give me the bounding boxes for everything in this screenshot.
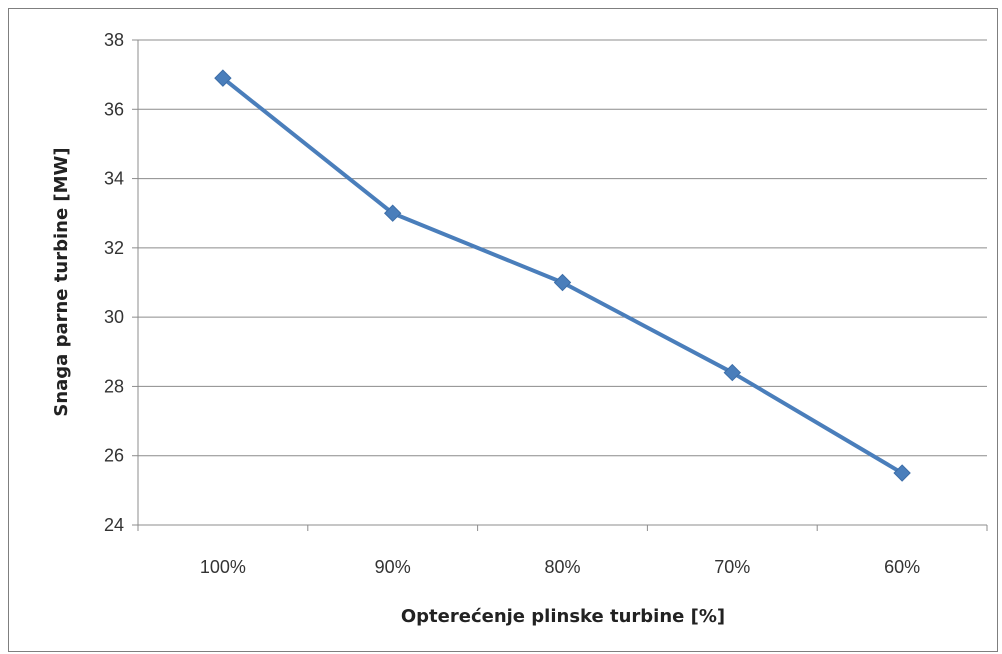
x-tick-label: 90%	[375, 557, 411, 577]
y-tick-label: 24	[104, 515, 124, 535]
x-axis-title: Opterećenje plinske turbine [%]	[401, 606, 725, 627]
gridlines	[138, 39, 987, 457]
data-point	[553, 273, 572, 292]
x-tick-label: 60%	[884, 557, 920, 577]
y-tick-label: 38	[104, 30, 124, 50]
axes	[132, 39, 988, 531]
y-tick-label: 28	[104, 376, 124, 396]
data-point	[383, 204, 402, 222]
y-tick-labels: 24 26 28 30 32 34 36 38	[104, 30, 124, 535]
x-tick-label: 70%	[714, 557, 750, 577]
y-tick-label: 26	[104, 446, 124, 466]
data-point	[214, 69, 232, 87]
data-point	[723, 363, 742, 382]
x-tick-labels: 100% 90% 80% 70% 60%	[200, 557, 920, 577]
y-axis-title: Snaga parne turbine [MW]	[51, 147, 72, 416]
y-tick-label: 36	[104, 99, 124, 119]
data-point	[893, 464, 911, 482]
y-tick-label: 30	[104, 307, 124, 327]
chart-frame	[8, 8, 998, 652]
series	[214, 69, 911, 482]
x-tick-label: 100%	[200, 557, 246, 577]
y-tick-label: 32	[104, 238, 124, 258]
x-tick-label: 80%	[544, 557, 580, 577]
y-tick-label: 34	[104, 169, 124, 189]
